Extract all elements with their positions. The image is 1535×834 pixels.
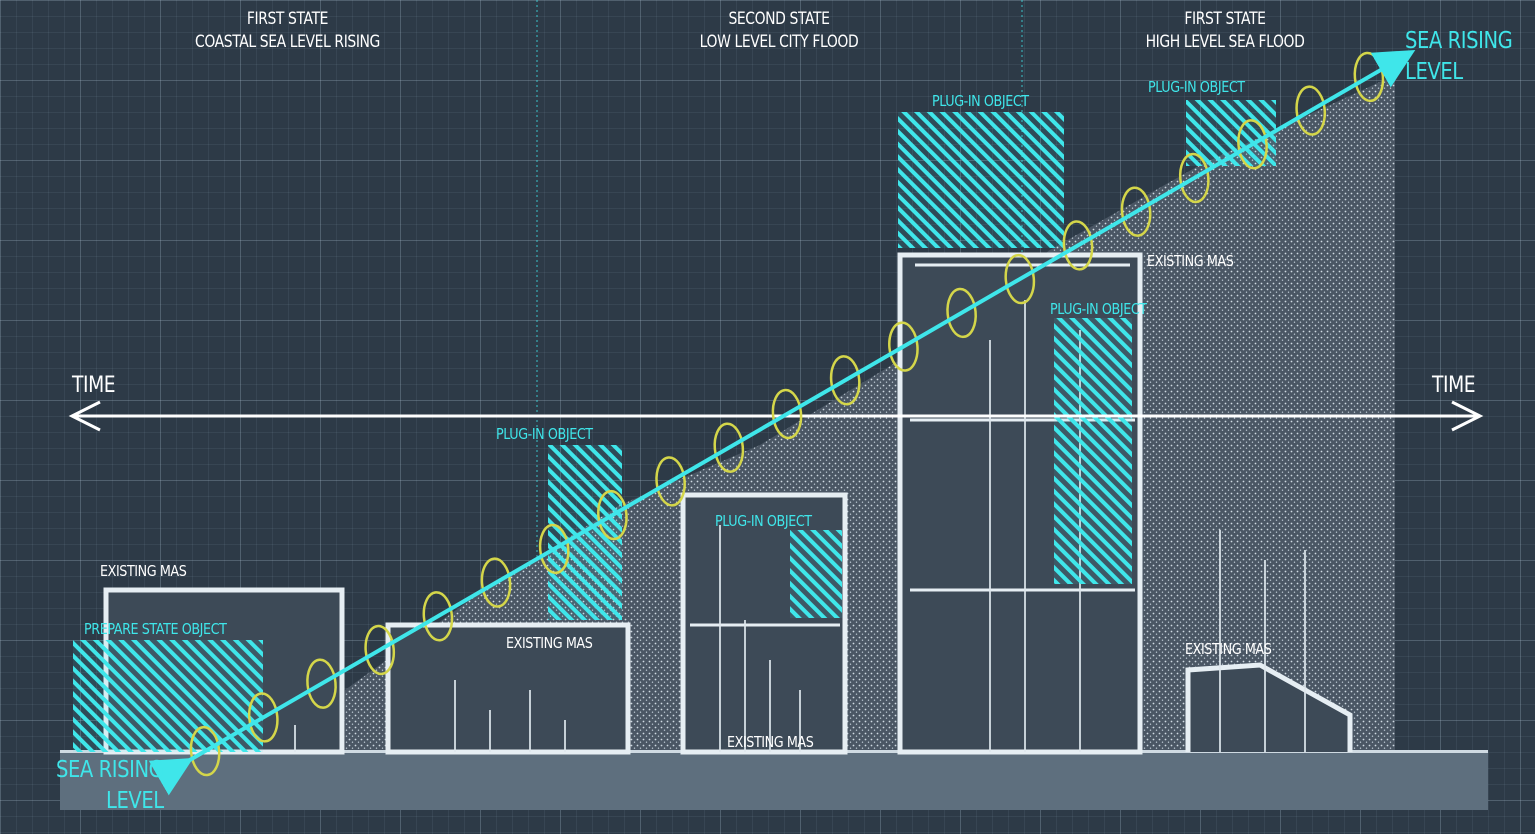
sea-rising-end-line2: LEVEL xyxy=(1405,59,1463,85)
plug-in-object-label-4: PLUG-IN OBJECT xyxy=(1050,300,1147,318)
sea-rising-end-line1: SEA RISING xyxy=(1405,28,1513,54)
prepare-state-object-label: PREPARE STATE OBJECT xyxy=(84,620,227,638)
existing-mass-label-5: EXISTING MAS xyxy=(1185,640,1272,658)
plug-in-object-2 xyxy=(790,530,842,618)
stage-2-header: SECOND STATE LOW LEVEL CITY FLOOD xyxy=(672,8,887,54)
stage-2-name: SECOND STATE xyxy=(728,9,830,29)
stage-2-desc: LOW LEVEL CITY FLOOD xyxy=(699,32,859,52)
sea-rising-level-line xyxy=(148,49,1416,796)
stage-1-desc: COASTAL SEA LEVEL RISING xyxy=(195,32,380,52)
stage-3-header: FIRST STATE HIGH LEVEL SEA FLOOD xyxy=(1121,8,1329,54)
time-label-left: TIME xyxy=(72,373,116,398)
ground-strip xyxy=(60,752,1488,810)
plug-in-object-label-2: PLUG-IN OBJECT xyxy=(715,512,812,530)
existing-mass-label-2: EXISTING MAS xyxy=(506,634,593,652)
sea-rising-start-line2: LEVEL xyxy=(106,788,164,814)
plug-in-object-label-3: PLUG-IN OBJECT xyxy=(932,92,1029,110)
plug-in-object-3 xyxy=(898,112,1064,248)
stage-3-name: FIRST STATE xyxy=(1184,9,1266,29)
existing-mass-label-4: EXISTING MAS xyxy=(1147,252,1234,270)
existing-mass-label-1: EXISTING MAS xyxy=(100,562,187,580)
time-label-right: TIME xyxy=(1432,373,1476,398)
existing-mass-label-3: EXISTING MAS xyxy=(727,733,814,751)
stage-1-name: FIRST STATE xyxy=(246,9,329,29)
stage-3-desc: HIGH LEVEL SEA FLOOD xyxy=(1145,32,1305,52)
plug-in-object-label-1: PLUG-IN OBJECT xyxy=(496,425,593,443)
plug-in-object-4 xyxy=(1054,318,1132,584)
sea-rising-start-line1: SEA RISING xyxy=(56,757,164,783)
plug-in-object-label-5: PLUG-IN OBJECT xyxy=(1148,78,1245,96)
stage-1-header: FIRST STATE COASTAL SEA LEVEL RISING xyxy=(175,8,401,54)
